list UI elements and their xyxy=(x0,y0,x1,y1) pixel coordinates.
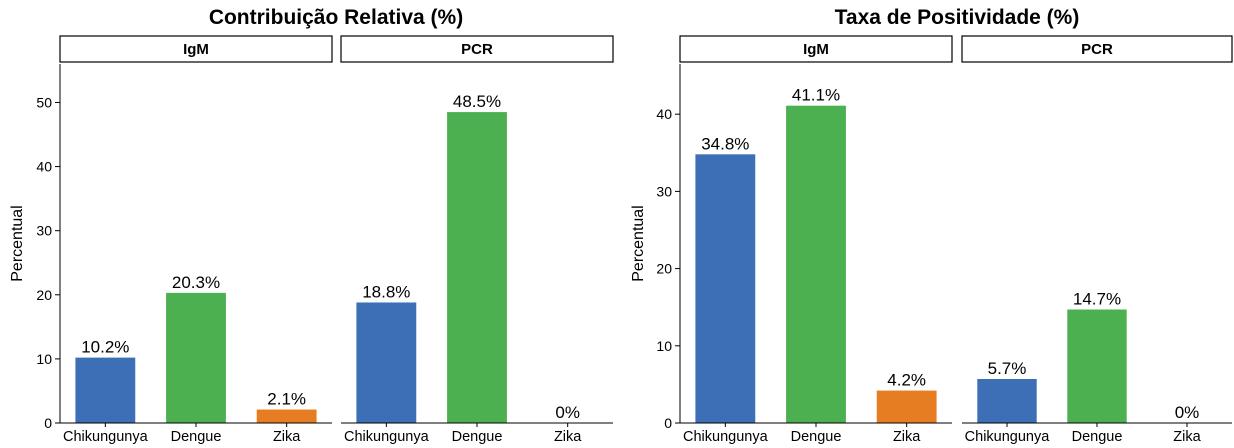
bar-value-label: 34.8% xyxy=(701,134,749,153)
bar-dengue xyxy=(1067,309,1127,423)
y-tick-label: 10 xyxy=(656,338,672,354)
x-tick-label: Dengue xyxy=(171,429,222,445)
bar-value-label: 2.1% xyxy=(267,390,306,409)
x-tick-label: Zika xyxy=(273,429,301,445)
bar-value-label: 0% xyxy=(555,403,580,422)
bar-value-label: 41.1% xyxy=(792,86,840,105)
bar-value-label: 0% xyxy=(1175,403,1200,422)
facet-strip-label: IgM xyxy=(183,41,209,58)
bar-zika xyxy=(256,409,317,423)
x-tick-label: Zika xyxy=(554,429,582,445)
bar-value-label: 20.3% xyxy=(172,273,220,292)
y-tick-label: 40 xyxy=(36,159,52,175)
x-tick-label: Dengue xyxy=(1072,429,1123,445)
bar-value-label: 48.5% xyxy=(453,92,501,111)
y-tick-label: 10 xyxy=(36,351,52,367)
bar-zika xyxy=(876,390,937,423)
x-tick-label: Dengue xyxy=(791,429,842,445)
y-tick-label: 30 xyxy=(36,223,52,239)
bar-dengue xyxy=(786,105,846,424)
y-tick-label: 30 xyxy=(656,183,672,199)
bar-chikungunya xyxy=(356,302,417,423)
y-axis-title: Percentual xyxy=(9,205,26,282)
bar-value-label: 10.2% xyxy=(81,338,129,357)
y-tick-label: 40 xyxy=(656,106,672,122)
bar-dengue xyxy=(166,292,226,423)
facet-strip-label: IgM xyxy=(803,41,829,58)
chart-title: Taxa de Positividade (%) xyxy=(835,6,1080,29)
x-tick-label: Chikungunya xyxy=(344,429,430,445)
x-tick-label: Chikungunya xyxy=(63,429,149,445)
bar-chikungunya xyxy=(695,154,756,423)
x-tick-label: Chikungunya xyxy=(965,429,1051,445)
y-tick-label: 20 xyxy=(656,261,672,277)
chart-title: Contribuição Relativa (%) xyxy=(209,6,463,29)
y-tick-label: 50 xyxy=(36,94,52,110)
y-tick-label: 20 xyxy=(36,287,52,303)
facet-strip xyxy=(679,35,953,63)
facet-strip-label: PCR xyxy=(1081,41,1113,58)
y-tick-label: 0 xyxy=(664,415,672,431)
bar-value-label: 14.7% xyxy=(1073,290,1121,309)
y-tick-label: 0 xyxy=(44,415,52,431)
x-tick-label: Dengue xyxy=(452,429,503,445)
bar-value-label: 18.8% xyxy=(362,282,410,301)
y-axis-title: Percentual xyxy=(630,205,647,282)
facet-strip xyxy=(961,35,1233,63)
x-tick-label: Zika xyxy=(893,429,921,445)
bar-value-label: 5.7% xyxy=(988,359,1027,378)
facet-strip xyxy=(340,35,614,63)
facet-strip-label: PCR xyxy=(461,41,493,58)
x-tick-label: Zika xyxy=(1173,429,1201,445)
facet-strip xyxy=(59,35,333,63)
bar-chikungunya xyxy=(977,378,1037,423)
bar-chikungunya xyxy=(75,357,136,423)
x-tick-label: Chikungunya xyxy=(683,429,769,445)
bar-dengue xyxy=(447,112,507,424)
bar-value-label: 4.2% xyxy=(887,371,926,390)
